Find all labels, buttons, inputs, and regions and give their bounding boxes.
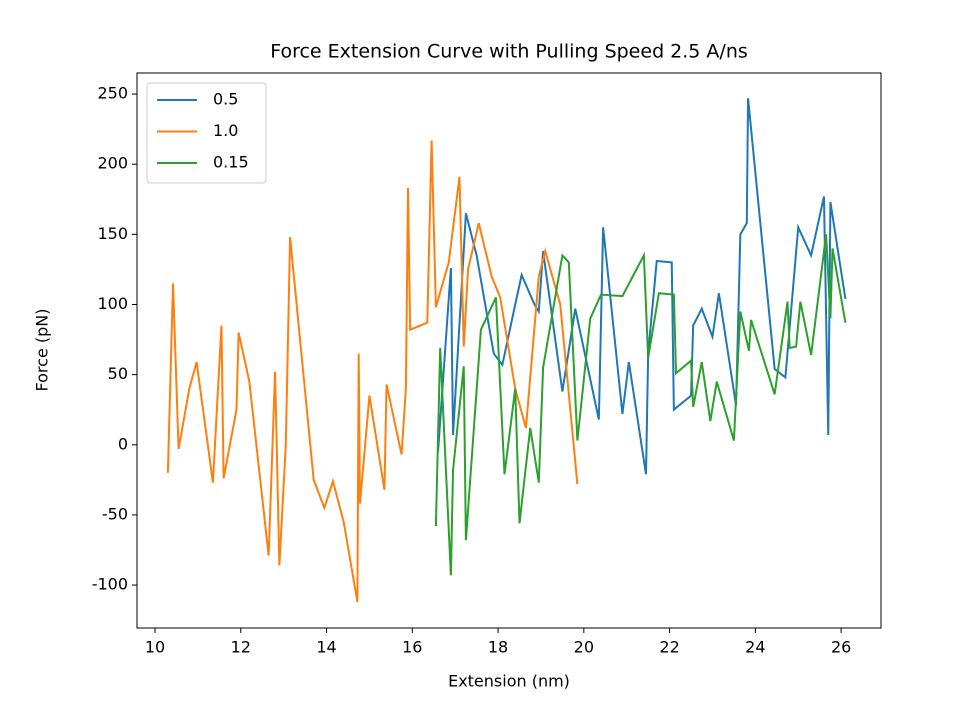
y-tick-label: 200 bbox=[97, 154, 128, 173]
y-axis-label: Force (pN) bbox=[33, 309, 52, 392]
x-tick-label: 16 bbox=[402, 638, 422, 657]
y-tick-label: 0 bbox=[118, 434, 128, 453]
x-tick-label: 22 bbox=[659, 638, 679, 657]
y-tick-label: 50 bbox=[108, 364, 128, 383]
series-line bbox=[434, 234, 847, 576]
x-tick-label: 20 bbox=[574, 638, 594, 657]
plot-frame bbox=[136, 72, 882, 629]
x-tick-label: 10 bbox=[145, 638, 165, 657]
x-tick-label: 14 bbox=[316, 638, 336, 657]
x-tick-label: 18 bbox=[488, 638, 508, 657]
legend-box bbox=[146, 82, 267, 184]
chart-title: Force Extension Curve with Pulling Speed… bbox=[270, 41, 748, 63]
y-tick-label: 150 bbox=[97, 224, 128, 243]
y-tick-label: -100 bbox=[92, 575, 128, 594]
legend-label: 1.0 bbox=[213, 121, 238, 140]
legend-label: 0.5 bbox=[213, 90, 238, 109]
x-tick-label: 24 bbox=[745, 638, 765, 657]
x-axis-label: Extension (nm) bbox=[448, 672, 570, 691]
legend-label: 0.15 bbox=[213, 153, 249, 172]
x-tick-label: 12 bbox=[231, 638, 251, 657]
y-tick-label: 100 bbox=[97, 294, 128, 313]
series-line bbox=[437, 98, 847, 475]
series-line bbox=[166, 140, 579, 603]
y-tick-label: -50 bbox=[102, 504, 128, 523]
x-tick-label: 26 bbox=[831, 638, 851, 657]
y-tick-label: 250 bbox=[97, 84, 128, 103]
